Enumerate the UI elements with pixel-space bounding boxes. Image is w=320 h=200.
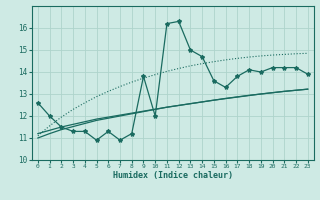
X-axis label: Humidex (Indice chaleur): Humidex (Indice chaleur) [113, 171, 233, 180]
